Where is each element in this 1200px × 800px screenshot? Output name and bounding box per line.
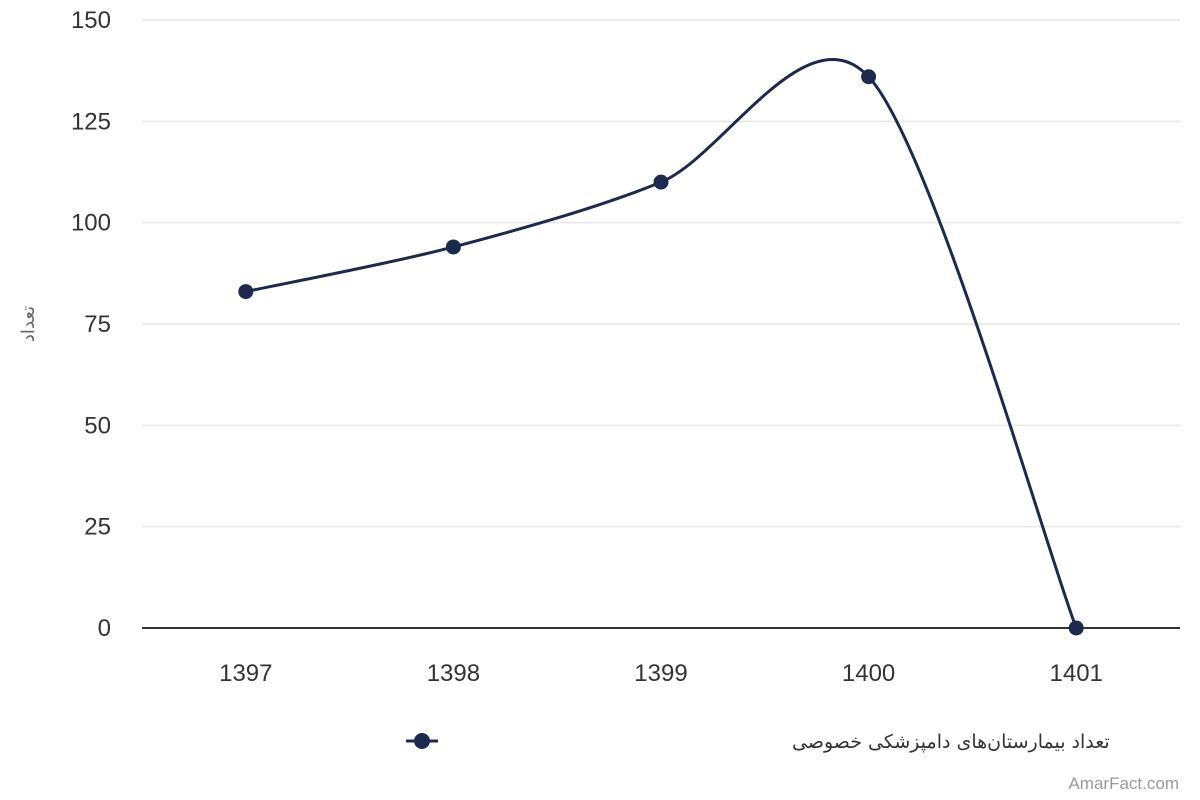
credit-link[interactable]: AmarFact.com [1068, 774, 1179, 793]
legend[interactable]: تعداد بیمارستان‌های دامپزشکی خصوصی [406, 731, 1110, 753]
gridlines [142, 19, 1180, 629]
legend-series-label: تعداد بیمارستان‌های دامپزشکی خصوصی [792, 731, 1110, 753]
y-axis-title: تعداد [18, 306, 39, 342]
y-tick-label: 125 [71, 108, 111, 135]
series-group [238, 58, 1084, 636]
x-tick-label: 1400 [842, 660, 895, 687]
data-point-1401[interactable] [1068, 620, 1084, 636]
x-tick-label: 1399 [634, 660, 687, 687]
y-tick-label: 100 [71, 210, 111, 237]
legend-series-marker [414, 733, 430, 749]
y-tick-label: 150 [71, 7, 111, 34]
series-line[interactable] [244, 58, 1078, 630]
data-point-1398[interactable] [445, 239, 461, 255]
y-axis-tick-labels: 0 25 50 75 100 125 150 [71, 7, 111, 642]
y-tick-label: 25 [84, 514, 111, 541]
x-tick-label: 1397 [219, 660, 272, 687]
x-tick-label: 1401 [1050, 660, 1103, 687]
y-tick-label: 50 [84, 412, 111, 439]
data-point-1399[interactable] [653, 174, 669, 190]
y-tick-label: 0 [98, 615, 111, 642]
y-tick-label: 75 [84, 311, 111, 338]
data-point-1400[interactable] [861, 69, 877, 85]
x-axis-tick-labels: 1397 1398 1399 1400 1401 [219, 660, 1103, 687]
data-point-1397[interactable] [238, 284, 254, 300]
x-tick-label: 1398 [427, 660, 480, 687]
